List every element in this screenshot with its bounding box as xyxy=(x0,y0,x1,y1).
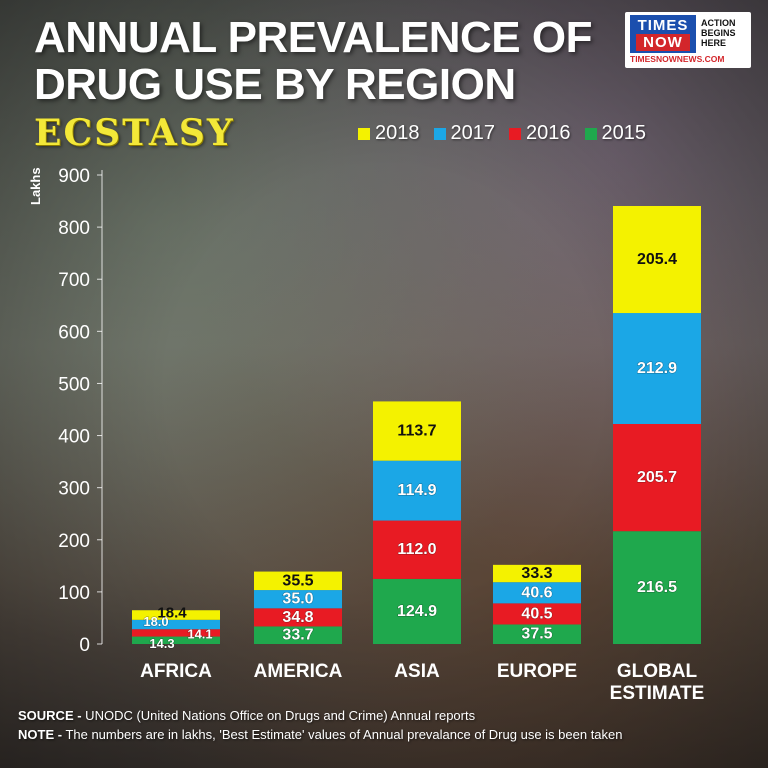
legend-swatch-2017 xyxy=(433,127,446,140)
data-label-2016-2: 112.0 xyxy=(397,541,436,558)
x-category-label-0-0: AFRICA xyxy=(140,661,212,682)
x-category-label-2-0: ASIA xyxy=(394,661,440,682)
data-label-2017-1: 35.0 xyxy=(282,591,313,608)
bar-2017-2 xyxy=(373,460,461,521)
legend-item-2017: 2017 xyxy=(433,122,496,145)
legend-item-2018: 2018 xyxy=(358,122,420,145)
source-label: SOURCE - xyxy=(18,708,82,723)
data-label-2018-0: 18.4 xyxy=(157,605,187,622)
y-tick-label-300: 300 xyxy=(58,479,90,500)
x-category-label-1-0: AMERICA xyxy=(254,661,343,682)
x-category-label-4-0: GLOBAL xyxy=(617,661,698,682)
y-tick-label-400: 400 xyxy=(58,427,90,448)
bar-2018-4 xyxy=(613,206,701,314)
data-label-2017-2: 114.9 xyxy=(397,482,436,499)
legend-label-2015: 2015 xyxy=(601,122,647,144)
bar-2015-2 xyxy=(373,578,461,644)
y-tick-label-200: 200 xyxy=(58,531,90,552)
legend-swatch-2018 xyxy=(358,127,370,140)
bar-2015-3 xyxy=(493,624,581,644)
note-line: NOTE - The numbers are in lakhs, 'Best E… xyxy=(18,725,623,744)
footnotes: SOURCE - UNODC (United Nations Office on… xyxy=(18,706,623,744)
note-text: The numbers are in lakhs, 'Best Estimate… xyxy=(62,727,623,742)
y-tick-label-600: 600 xyxy=(58,322,90,343)
data-label-2015-3: 37.5 xyxy=(521,626,552,643)
title-line-1: ANNUAL PREVALENCE OF xyxy=(34,13,592,62)
data-label-2018-3: 33.3 xyxy=(521,565,552,582)
data-label-2016-4: 205.7 xyxy=(637,469,677,486)
data-label-2015-0: 14.3 xyxy=(149,636,174,651)
bar-2017-1 xyxy=(254,590,342,609)
logo-tag-line-3: HERE xyxy=(701,38,727,48)
bar-2016-1 xyxy=(254,608,342,627)
x-category-label-4-1: ESTIMATE xyxy=(610,683,705,704)
drug-subtitle: ECSTASY xyxy=(34,112,235,154)
y-axis-label: Lakhs xyxy=(28,167,43,205)
data-label-2018-1: 35.5 xyxy=(282,572,313,589)
data-label-2018-4: 205.4 xyxy=(637,251,677,268)
bar-2017-3 xyxy=(493,582,581,604)
logo-brand-bottom: NOW xyxy=(636,34,690,51)
y-tick-label-700: 700 xyxy=(58,270,90,291)
y-tick-label-100: 100 xyxy=(58,583,90,604)
bar-2015-1 xyxy=(254,626,342,644)
logo-brand-top: TIMES xyxy=(637,17,689,34)
y-tick-label-800: 800 xyxy=(58,218,90,239)
data-label-2015-1: 33.7 xyxy=(282,627,313,644)
bar-2015-0 xyxy=(132,636,220,644)
chart-legend: 2018 2017 2016 2015 xyxy=(358,122,646,145)
x-category-label-3-0: EUROPE xyxy=(497,661,577,682)
legend-label-2017: 2017 xyxy=(450,122,496,144)
bar-2015-4 xyxy=(613,531,701,644)
source-text: UNODC (United Nations Office on Drugs an… xyxy=(81,708,476,723)
data-label-2016-1: 34.8 xyxy=(282,609,313,626)
data-label-2016-3: 40.5 xyxy=(521,605,552,622)
data-label-2017-3: 40.6 xyxy=(521,584,552,601)
page-title: ANNUAL PREVALENCE OF DRUG USE BY REGION xyxy=(34,14,592,108)
legend-swatch-2016 xyxy=(509,127,521,140)
data-label-2016-0: 14.1 xyxy=(187,626,212,641)
source-note: SOURCE - UNODC (United Nations Office on… xyxy=(18,706,623,725)
logo-tag-line-1: ACTION xyxy=(701,18,736,28)
bar-2016-3 xyxy=(493,603,581,625)
note-label: NOTE - xyxy=(18,727,63,742)
logo-tagline: ACTION BEGINS HERE xyxy=(701,18,736,48)
data-label-2017-0: 18.0 xyxy=(143,614,168,629)
legend-item-2016: 2016 xyxy=(509,122,571,145)
y-tick-label-900: 900 xyxy=(58,166,90,187)
bar-2018-0 xyxy=(132,610,220,620)
y-tick-label-500: 500 xyxy=(58,374,90,395)
times-now-logo: TIMES NOW ACTION BEGINS HERE TIMESNOWNEW… xyxy=(625,12,751,68)
data-label-2015-4: 216.5 xyxy=(637,579,677,596)
bar-2016-4 xyxy=(613,423,701,532)
bar-2016-2 xyxy=(373,520,461,579)
title-line-2: DRUG USE BY REGION xyxy=(34,60,516,109)
logo-brand: TIMES NOW xyxy=(630,15,696,53)
data-label-2017-4: 212.9 xyxy=(637,360,677,377)
bar-2018-1 xyxy=(254,571,342,591)
legend-label-2016: 2016 xyxy=(526,122,571,144)
data-label-2018-2: 113.7 xyxy=(397,423,436,440)
legend-swatch-2015 xyxy=(584,127,597,140)
logo-site: TIMESNOWNEWS.COM xyxy=(630,54,725,64)
logo-tag-line-2: BEGINS xyxy=(701,28,736,38)
legend-item-2015: 2015 xyxy=(584,122,647,145)
bar-2017-0 xyxy=(132,619,220,630)
bar-2018-3 xyxy=(493,564,581,583)
bar-2018-2 xyxy=(373,401,461,461)
legend-label-2018: 2018 xyxy=(375,122,420,144)
y-tick-label-0: 0 xyxy=(79,635,90,656)
bar-2016-0 xyxy=(132,629,220,637)
bar-2017-4 xyxy=(613,313,701,424)
data-label-2015-2: 124.9 xyxy=(397,603,437,620)
